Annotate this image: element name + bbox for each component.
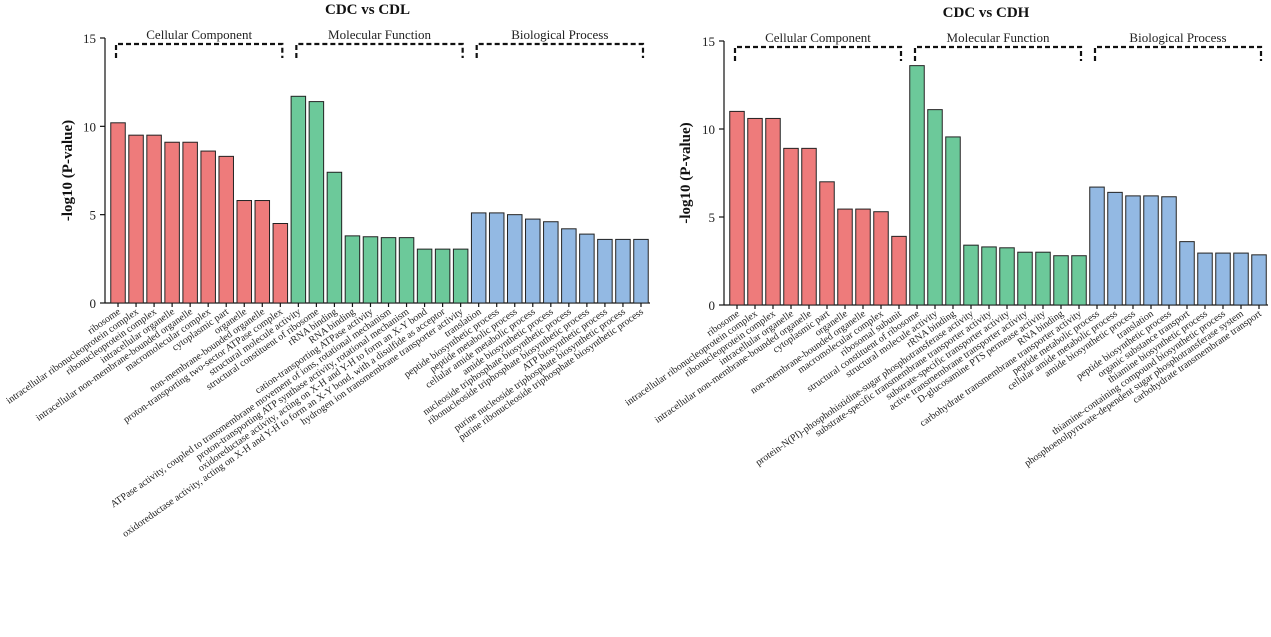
group-bracket: [1093, 45, 1263, 61]
bar-rrna-binding: [945, 136, 961, 306]
bar-substrate-specific-transporter-activity: [999, 247, 1015, 306]
bar-cytoplasmic-part: [218, 155, 234, 304]
bar-purine-ribonucleoside-triphosphate-biosynthetic-process: [633, 238, 649, 304]
bar-intracellular-organelle: [783, 147, 799, 306]
bar-intracellular-organelle: [164, 141, 180, 304]
group-label: Cellular Component: [146, 27, 252, 42]
chart-1: CDC vs CDL-log10 (P-value)051015ribosome…: [4, 2, 650, 540]
group-bracket: [475, 42, 645, 58]
bar-rrna-binding: [326, 171, 343, 304]
bar-substrate-specific-transmembrane-transporter-activity: [981, 246, 997, 306]
bar-carbohydrate-transmembrane-transporter-activity: [1071, 255, 1087, 306]
bar-structural-constituent-of-ribosome: [308, 101, 325, 304]
bar-amide-biosynthetic-process: [1125, 195, 1141, 306]
bar-active-transmembrane-transporter-activity: [1017, 251, 1033, 306]
y-axis-label: -log10 (P-value): [678, 122, 694, 223]
bar-structural-constituent-of-ribosome: [909, 65, 925, 306]
bar-macromolecular-complex: [200, 150, 216, 304]
bar-ribonucleoside-triphosphate-biosynthetic-process: [579, 233, 595, 304]
bar-thiamine-containing-compound-biosynthetic-process: [1215, 252, 1231, 306]
bar-atpase-activity-coupled-to-transmembrane-movement-of-ions-rotational-mechanism: [380, 237, 397, 304]
bar-nucleoside-triphosphate-biosynthetic-process: [561, 228, 577, 304]
bar-purine-nucleoside-triphosphate-biosynthetic-process: [615, 238, 631, 304]
bar-non-membrane-bounded-organelle: [254, 200, 271, 304]
bar-non-membrane-bounded-organelle: [855, 208, 871, 306]
bar-protein-n-pi-phosphohistidine-sugar-phosphotransferase-activity: [963, 244, 979, 306]
y-tick-label: 0: [90, 296, 97, 311]
bar-cation-transporting-atpase-activity: [362, 236, 379, 304]
bar-rna-binding: [1053, 255, 1069, 306]
y-tick-label: 10: [83, 119, 96, 134]
chart-title: CDC vs CDH: [943, 5, 1030, 21]
bar-d-glucosamine-pts-permease-activity: [1035, 251, 1051, 306]
y-tick-label: 0: [709, 298, 716, 313]
bar-cytoplasmic-part: [819, 181, 835, 306]
bar-proton-transporting-atp-synthase-activity-rotational-mechanism: [398, 237, 415, 304]
bar-translation: [470, 212, 487, 304]
bar-hydrogen-ion-transmembrane-transporter-activity: [452, 248, 469, 304]
bar-peptide-biosynthetic-process: [1161, 196, 1177, 306]
bar-peptide-metabolic-process: [507, 214, 523, 304]
bar-organelle: [236, 200, 252, 304]
bar-intracellular-non-membrane-bounded-organelle: [182, 141, 198, 304]
bar-translation: [1143, 195, 1159, 306]
bar-structural-molecule-activity: [927, 109, 943, 306]
bar-ribosome: [729, 110, 745, 306]
bar-ribonucleoprotein-complex: [765, 117, 781, 306]
bar-organelle: [837, 208, 853, 306]
bar-phosphoenolpyruvate-dependent-sugar-phosphotransferase-system: [1233, 252, 1249, 306]
group-label: Biological Process: [511, 27, 608, 42]
bar-cellular-amide-metabolic-process: [1107, 191, 1123, 306]
chart-2: CDC vs CDH-log10 (P-value)051015ribosome…: [623, 5, 1268, 469]
bar-oxidoreductase-activity-acting-on-x-h-and-y-h-to-form-an-x-y-bond-with-a-disulfide-as-acceptor: [434, 248, 451, 304]
group-bracket: [114, 42, 284, 58]
bar-amide-biosynthetic-process: [543, 221, 559, 304]
y-tick-label: 5: [709, 210, 716, 225]
bar-rna-binding: [344, 235, 361, 304]
bar-intracellular-ribonucleoprotein-complex: [747, 117, 763, 306]
bar-peptide-biosynthetic-process: [488, 212, 505, 304]
y-axis-label: -log10 (P-value): [60, 120, 76, 221]
bar-structural-molecule-activity: [290, 95, 307, 304]
bar-peptide-metabolic-process: [1089, 186, 1105, 306]
bar-atp-biosynthetic-process: [597, 238, 613, 304]
group-bracket: [295, 42, 464, 58]
y-tick-label: 10: [702, 122, 715, 137]
y-tick-label: 15: [702, 34, 715, 49]
bar-organic-substance-transport: [1179, 241, 1195, 306]
bar-thiamine-biosynthetic-process: [1197, 252, 1213, 306]
bar-macromolecular-complex: [873, 211, 889, 306]
chart-title: CDC vs CDL: [325, 2, 410, 18]
bar-cellular-amide-metabolic-process: [525, 218, 541, 304]
group-bracket: [733, 45, 903, 61]
bar-carbohydrate-transmembrane-transport: [1251, 254, 1267, 306]
bar-intracellular-ribonucleoprotein-complex: [128, 134, 144, 304]
bar-intracellular-non-membrane-bounded-organelle: [801, 147, 817, 306]
group-label: Molecular Function: [328, 27, 431, 42]
bar-ribosomal-subunit: [891, 235, 907, 306]
group-bracket: [913, 45, 1083, 61]
group-label: Molecular Function: [947, 30, 1050, 45]
bar-proton-transporting-two-sector-atpase-complex: [272, 223, 289, 304]
bar-ribonucleoprotein-complex: [146, 134, 162, 304]
bar-oxidoreductase-activity-acting-on-x-h-and-y-h-to-form-an-x-y-bond: [416, 248, 433, 304]
group-label: Cellular Component: [765, 30, 871, 45]
y-tick-label: 5: [90, 208, 97, 223]
group-label: Biological Process: [1129, 30, 1226, 45]
bar-ribosome: [110, 122, 126, 304]
y-tick-label: 15: [83, 31, 96, 46]
